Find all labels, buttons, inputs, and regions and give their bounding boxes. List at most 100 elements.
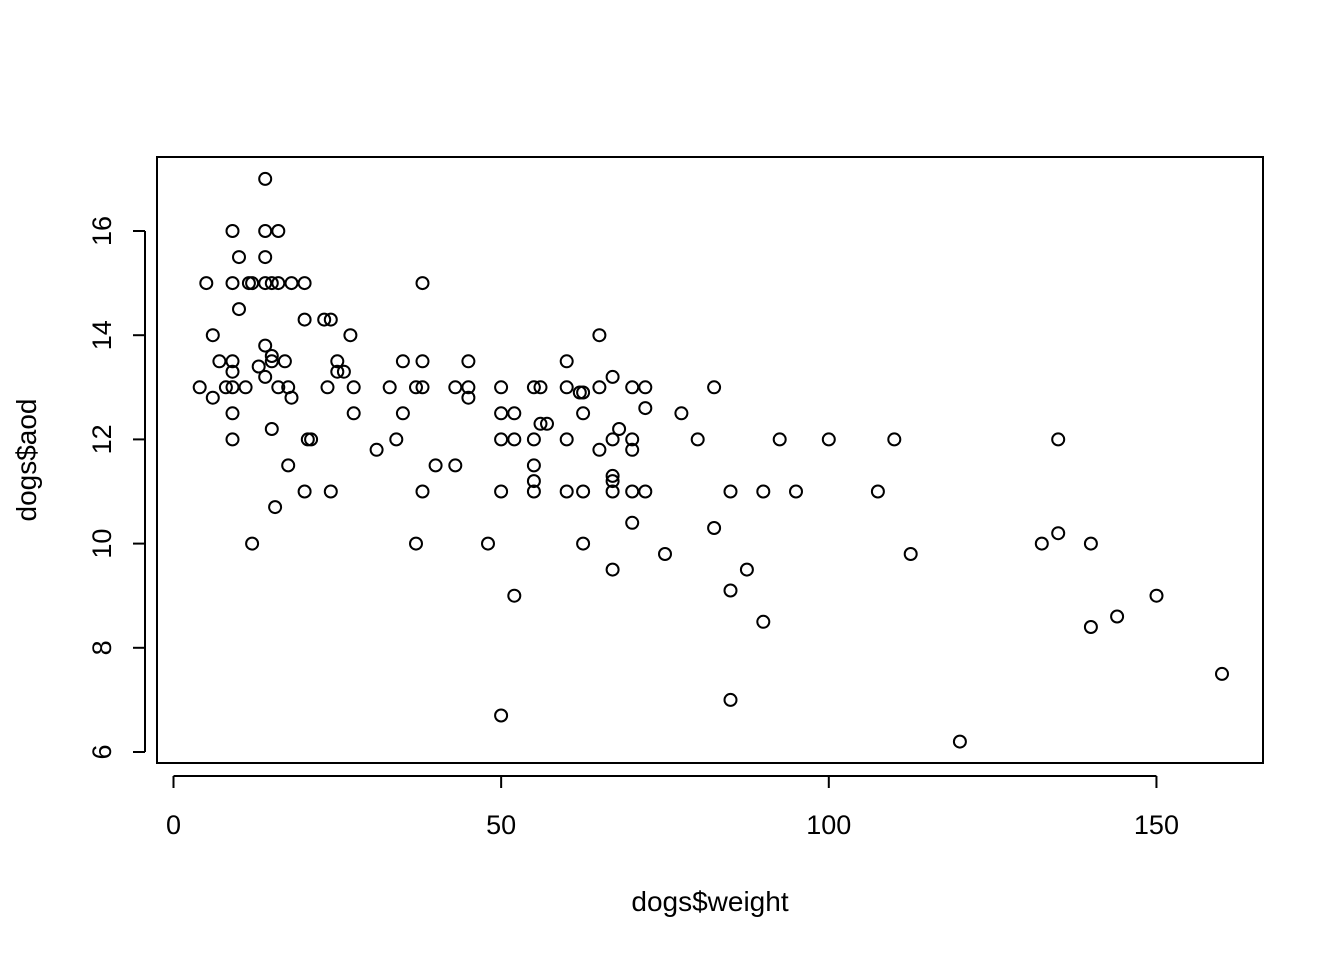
data-point <box>576 385 591 400</box>
data-point <box>507 406 522 421</box>
data-point <box>605 562 620 577</box>
data-point <box>592 442 607 457</box>
x-tick-label: 50 <box>486 810 516 840</box>
data-point <box>559 380 574 395</box>
data-point <box>258 276 273 291</box>
data-points <box>192 171 1229 749</box>
data-point <box>707 380 722 395</box>
data-point <box>494 380 509 395</box>
data-point <box>346 406 361 421</box>
data-point <box>605 468 620 483</box>
data-point <box>540 416 554 431</box>
data-point <box>268 500 283 515</box>
data-point <box>526 474 541 489</box>
data-point <box>533 416 548 431</box>
data-point <box>559 432 574 447</box>
data-point <box>281 458 296 473</box>
y-tick-label: 14 <box>87 320 117 350</box>
data-point <box>205 328 220 343</box>
data-point <box>225 364 240 379</box>
data-point <box>264 354 279 369</box>
data-point <box>559 354 574 369</box>
data-point <box>533 380 548 395</box>
data-point <box>605 474 620 489</box>
data-point <box>494 708 509 723</box>
data-point <box>409 380 423 395</box>
data-point <box>415 276 430 291</box>
data-point <box>789 484 803 499</box>
data-point <box>507 588 522 603</box>
data-point <box>264 276 279 291</box>
data-point <box>1083 620 1098 634</box>
data-point <box>258 250 273 265</box>
data-point <box>258 224 273 238</box>
data-point <box>461 390 476 405</box>
data-point <box>271 224 286 238</box>
data-point <box>317 312 332 327</box>
data-point <box>343 328 358 343</box>
data-point <box>592 328 607 343</box>
data-point <box>271 380 286 395</box>
data-point <box>625 380 640 395</box>
data-point <box>297 312 312 327</box>
data-point <box>264 349 279 363</box>
data-point <box>271 276 286 291</box>
data-point <box>205 390 220 405</box>
x-axis: 0 50 100 150 <box>166 775 1179 840</box>
data-point <box>297 484 312 499</box>
data-point <box>707 521 722 535</box>
data-point <box>245 536 260 551</box>
data-point <box>428 458 443 473</box>
data-point <box>605 432 620 447</box>
data-point <box>625 515 640 530</box>
data-point <box>1149 588 1164 603</box>
data-point <box>232 250 246 265</box>
data-point <box>415 484 430 499</box>
y-axis: 6 8 10 12 14 16 <box>87 216 146 760</box>
data-point <box>323 312 338 327</box>
y-tick-label: 12 <box>87 424 117 454</box>
data-point <box>238 380 253 395</box>
data-point <box>225 406 240 421</box>
data-point <box>494 406 509 421</box>
plot-frame <box>156 156 1264 764</box>
data-point <box>225 276 240 291</box>
data-point <box>461 380 476 395</box>
data-point <box>225 354 240 369</box>
data-point <box>952 734 967 749</box>
data-point <box>1051 432 1066 447</box>
data-point <box>739 562 754 577</box>
data-point <box>625 432 640 447</box>
data-point <box>1083 536 1098 551</box>
data-point <box>382 380 397 395</box>
data-point <box>395 354 410 369</box>
y-tick-label: 6 <box>87 744 117 759</box>
data-point <box>481 536 495 551</box>
data-point <box>199 276 214 291</box>
data-point <box>756 614 771 629</box>
data-point <box>448 458 463 473</box>
data-point <box>264 422 279 436</box>
x-tick-label: 0 <box>166 810 181 840</box>
data-point <box>1034 536 1049 551</box>
data-point <box>258 171 273 186</box>
data-point <box>674 406 689 421</box>
data-point <box>369 442 384 457</box>
x-tick-label: 100 <box>806 810 851 840</box>
data-point <box>225 380 240 395</box>
data-point <box>284 390 299 405</box>
data-point <box>192 380 207 395</box>
y-axis-title: dogs$aod <box>11 398 42 521</box>
data-point <box>576 536 591 551</box>
data-point <box>723 583 738 598</box>
data-point <box>245 276 260 291</box>
data-point <box>625 484 640 499</box>
data-point <box>1110 609 1125 624</box>
data-point <box>258 369 273 384</box>
data-point <box>448 380 463 395</box>
data-point <box>526 458 541 473</box>
data-point <box>330 354 345 369</box>
data-point <box>284 276 299 291</box>
data-point <box>756 484 771 499</box>
